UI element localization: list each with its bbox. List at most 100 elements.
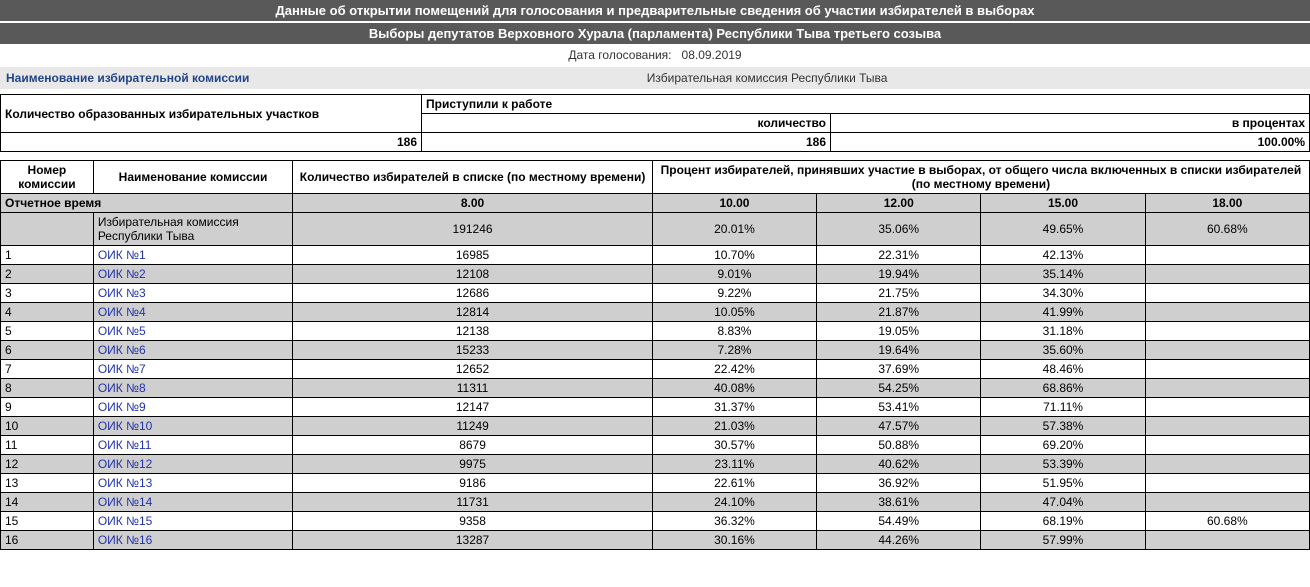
row-name: ОИК №16 <box>93 531 292 550</box>
summary-row-p12: 35.06% <box>817 213 981 246</box>
row-p15: 68.86% <box>981 379 1145 398</box>
row-name: ОИК №7 <box>93 360 292 379</box>
summary-pct-value: 100.00% <box>831 133 1310 152</box>
row-p15: 51.95% <box>981 474 1145 493</box>
commission-link[interactable]: ОИК №12 <box>98 457 153 471</box>
row-p18 <box>1145 436 1309 455</box>
commission-row: Наименование избирательной комиссии Изби… <box>0 66 1310 90</box>
row-num: 1 <box>1 246 94 265</box>
row-num: 5 <box>1 322 94 341</box>
row-num: 3 <box>1 284 94 303</box>
page-header-title: Данные об открытии помещений для голосов… <box>0 0 1310 22</box>
row-p15: 47.04% <box>981 493 1145 512</box>
row-p10: 7.28% <box>652 341 816 360</box>
row-name: ОИК №1 <box>93 246 292 265</box>
row-name: ОИК №14 <box>93 493 292 512</box>
row-num: 7 <box>1 360 94 379</box>
row-count: 16985 <box>293 246 653 265</box>
row-count: 12652 <box>293 360 653 379</box>
row-name: ОИК №2 <box>93 265 292 284</box>
col-header-percent: Процент избирателей, принявших участие в… <box>652 161 1309 194</box>
row-count: 9358 <box>293 512 653 531</box>
row-p10: 30.16% <box>652 531 816 550</box>
table-row: 12ОИК №12997523.11%40.62%53.39% <box>1 455 1310 474</box>
row-p10: 9.01% <box>652 265 816 284</box>
col-header-name: Наименование комиссии <box>93 161 292 194</box>
row-p10: 8.83% <box>652 322 816 341</box>
commission-link[interactable]: ОИК №16 <box>98 533 153 547</box>
row-p12: 54.25% <box>817 379 981 398</box>
table-row: 13ОИК №13918622.61%36.92%51.95% <box>1 474 1310 493</box>
commission-link[interactable]: ОИК №6 <box>98 343 146 357</box>
table-row: 10ОИК №101124921.03%47.57%57.38% <box>1 417 1310 436</box>
commission-link[interactable]: ОИК №5 <box>98 324 146 338</box>
summary-col-started: Приступили к работе <box>422 95 1310 114</box>
commission-link[interactable]: ОИК №3 <box>98 286 146 300</box>
row-p10: 23.11% <box>652 455 816 474</box>
summary-col-pct: в процентах <box>831 114 1310 133</box>
row-p15: 34.30% <box>981 284 1145 303</box>
row-p12: 47.57% <box>817 417 981 436</box>
row-p10: 36.32% <box>652 512 816 531</box>
row-p18 <box>1145 455 1309 474</box>
row-p15: 42.13% <box>981 246 1145 265</box>
row-p12: 44.26% <box>817 531 981 550</box>
summary-row-name: Избирательная комиссия Республики Тыва <box>93 213 292 246</box>
commission-link[interactable]: ОИК №14 <box>98 495 153 509</box>
row-num: 9 <box>1 398 94 417</box>
table-row: 1ОИК №11698510.70%22.31%42.13% <box>1 246 1310 265</box>
row-name: ОИК №4 <box>93 303 292 322</box>
summary-col-qty: количество <box>422 114 831 133</box>
summary-row-num <box>1 213 94 246</box>
table-row: 2ОИК №2121089.01%19.94%35.14% <box>1 265 1310 284</box>
row-p12: 38.61% <box>817 493 981 512</box>
row-p18 <box>1145 265 1309 284</box>
row-p10: 10.70% <box>652 246 816 265</box>
row-p10: 10.05% <box>652 303 816 322</box>
commission-link[interactable]: ОИК №2 <box>98 267 146 281</box>
table-row: 4ОИК №41281410.05%21.87%41.99% <box>1 303 1310 322</box>
commission-link[interactable]: ОИК №9 <box>98 400 146 414</box>
summary-row-p10: 20.01% <box>652 213 816 246</box>
voting-date-line: Дата голосования: 08.09.2019 <box>0 44 1310 66</box>
row-p10: 21.03% <box>652 417 816 436</box>
commission-link[interactable]: ОИК №13 <box>98 476 153 490</box>
row-p15: 35.60% <box>981 341 1145 360</box>
row-count: 12814 <box>293 303 653 322</box>
row-num: 12 <box>1 455 94 474</box>
row-p18 <box>1145 341 1309 360</box>
summary-data-row: Избирательная комиссия Республики Тыва 1… <box>1 213 1310 246</box>
row-p15: 53.39% <box>981 455 1145 474</box>
col-header-num: Номер комиссии <box>1 161 94 194</box>
row-p18 <box>1145 322 1309 341</box>
report-time-label: Отчетное время <box>1 194 293 213</box>
commission-link[interactable]: ОИК №4 <box>98 305 146 319</box>
row-count: 11249 <box>293 417 653 436</box>
commission-link[interactable]: ОИК №8 <box>98 381 146 395</box>
commission-link[interactable]: ОИК №7 <box>98 362 146 376</box>
row-name: ОИК №5 <box>93 322 292 341</box>
row-p12: 21.75% <box>817 284 981 303</box>
summary-qty-value: 186 <box>422 133 831 152</box>
row-p10: 22.42% <box>652 360 816 379</box>
commission-link[interactable]: ОИК №11 <box>98 438 152 452</box>
time-18: 18.00 <box>1145 194 1309 213</box>
row-num: 15 <box>1 512 94 531</box>
commission-link[interactable]: ОИК №15 <box>98 514 153 528</box>
table-row: 16ОИК №161328730.16%44.26%57.99% <box>1 531 1310 550</box>
commission-link[interactable]: ОИК №1 <box>98 248 146 262</box>
page-header-subtitle: Выборы депутатов Верховного Хурала (парл… <box>0 23 1310 44</box>
row-p12: 50.88% <box>817 436 981 455</box>
time-15: 15.00 <box>981 194 1145 213</box>
row-num: 2 <box>1 265 94 284</box>
row-p18 <box>1145 284 1309 303</box>
row-name: ОИК №9 <box>93 398 292 417</box>
table-row: 14ОИК №141173124.10%38.61%47.04% <box>1 493 1310 512</box>
commission-link[interactable]: ОИК №10 <box>98 419 153 433</box>
row-p15: 41.99% <box>981 303 1145 322</box>
row-p18 <box>1145 379 1309 398</box>
row-p10: 9.22% <box>652 284 816 303</box>
row-p15: 57.38% <box>981 417 1145 436</box>
summary-row-count: 191246 <box>293 213 653 246</box>
main-data-table: Номер комиссии Наименование комиссии Кол… <box>0 160 1310 550</box>
